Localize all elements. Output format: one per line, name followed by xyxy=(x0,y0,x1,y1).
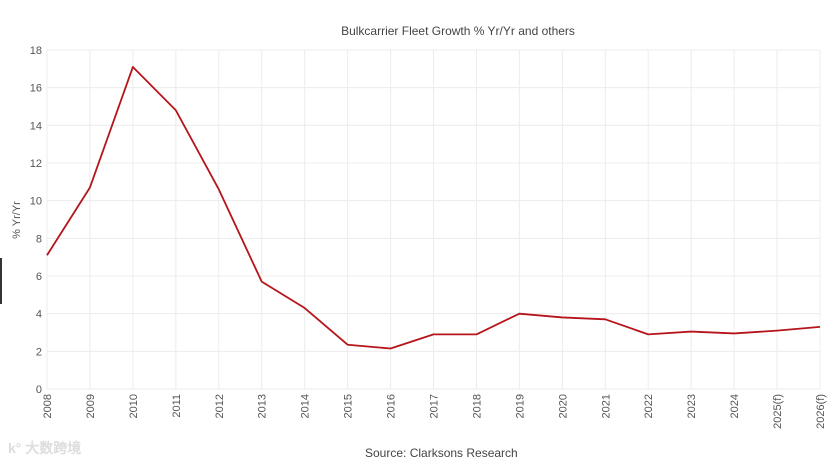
y-tick-label: 10 xyxy=(30,196,42,208)
x-tick-label: 2012 xyxy=(214,394,226,418)
x-tick-label: 2020 xyxy=(557,394,569,418)
y-tick-label: 18 xyxy=(30,45,42,57)
x-tick-label: 2018 xyxy=(471,394,483,418)
x-tick-label: 2017 xyxy=(429,394,441,418)
x-tick-label: 2023 xyxy=(686,394,698,418)
y-tick-label: 2 xyxy=(36,346,42,358)
y-axis-label: % Yr/Yr xyxy=(11,201,23,239)
chart-title: Bulkcarrier Fleet Growth % Yr/Yr and oth… xyxy=(341,24,575,38)
x-tick-label: 2024 xyxy=(729,394,741,418)
x-tick-label: 2013 xyxy=(257,394,269,418)
x-tick-label: 2022 xyxy=(643,394,655,418)
source-note: Source: Clarksons Research xyxy=(365,446,518,460)
x-tick-label: 2010 xyxy=(128,394,140,418)
x-tick-label: 2008 xyxy=(42,394,54,418)
y-tick-label: 4 xyxy=(36,309,42,321)
y-tick-labels: 0 2 4 6 8 10 12 14 16 18 xyxy=(30,45,42,396)
x-tick-label: 2016 xyxy=(386,394,398,418)
x-tick-label: 2014 xyxy=(300,394,312,418)
y-tick-label: 8 xyxy=(36,233,42,245)
y-tick-label: 16 xyxy=(30,83,42,95)
watermark-logo: k° 大数跨境 xyxy=(8,440,82,456)
left-edge-marker xyxy=(0,258,4,304)
x-tick-label: 2025(f) xyxy=(772,394,784,429)
x-tick-label: 2019 xyxy=(514,394,526,418)
x-tick-labels: 2008 2009 2010 2011 2012 2013 2014 2015 2016 2017… xyxy=(42,394,827,429)
x-tick-label: 2026(f) xyxy=(815,394,827,429)
y-tick-label: 14 xyxy=(30,120,42,132)
x-tick-label: 2009 xyxy=(85,394,97,418)
grid xyxy=(46,49,821,390)
x-tick-label: 2011 xyxy=(171,394,183,418)
series xyxy=(46,66,821,350)
x-tick-label: 2021 xyxy=(600,394,612,418)
y-tick-label: 6 xyxy=(36,271,42,283)
x-tick-label: 2015 xyxy=(343,394,355,418)
y-tick-label: 12 xyxy=(30,158,42,170)
y-tick-label: 0 xyxy=(36,384,42,396)
